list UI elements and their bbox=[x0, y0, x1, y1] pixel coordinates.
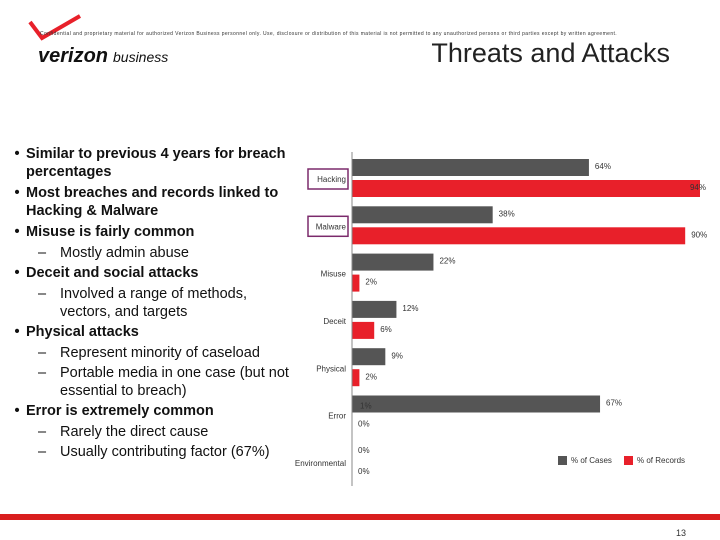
data-label: 6% bbox=[380, 325, 392, 334]
category-label: Deceit bbox=[323, 317, 346, 326]
data-label: 90% bbox=[691, 230, 707, 239]
sub-bullet: – Portable media in one case (but not ess… bbox=[38, 364, 298, 400]
bar bbox=[352, 300, 397, 318]
data-label: 9% bbox=[391, 351, 403, 360]
annotation: 1% bbox=[360, 402, 372, 411]
data-label: 94% bbox=[690, 183, 706, 192]
category-label: Physical bbox=[316, 364, 346, 373]
bullet-marker: • bbox=[14, 224, 20, 240]
data-label: 22% bbox=[439, 257, 455, 266]
sub-bullet-text: Mostly admin abuse bbox=[60, 245, 189, 261]
category-highlight bbox=[307, 215, 349, 238]
sub-bullet-marker: – bbox=[38, 345, 47, 361]
bullet-marker: • bbox=[14, 265, 20, 281]
bullet: • Similar to previous 4 years for breach … bbox=[8, 145, 298, 181]
bullet-text: Physical attacks bbox=[26, 324, 139, 340]
sub-bullet-text: Rarely the direct cause bbox=[60, 424, 209, 440]
bar bbox=[352, 159, 589, 176]
category-label: Environmental bbox=[295, 459, 346, 468]
sub-bullet: – Represent minority of caseload bbox=[38, 344, 298, 362]
bar bbox=[352, 348, 386, 366]
legend-label: % of Cases bbox=[571, 456, 612, 465]
category-highlight bbox=[307, 168, 349, 190]
logo: verizon business bbox=[28, 14, 168, 67]
page-number: 13 bbox=[676, 528, 687, 538]
slide-title: Threats and Attacks bbox=[431, 38, 670, 68]
bullet-text: Similar to previous 4 years for breach p… bbox=[26, 146, 286, 180]
bar bbox=[352, 253, 434, 271]
bar bbox=[352, 180, 700, 197]
category-label: Malware bbox=[316, 222, 347, 231]
bullet-text: Deceit and social attacks bbox=[26, 265, 199, 281]
bullet-marker: • bbox=[14, 185, 20, 201]
bullet-marker: • bbox=[14, 403, 20, 419]
bar bbox=[352, 206, 493, 224]
bullet: • Deceit and social attacks bbox=[8, 264, 298, 282]
sub-bullet-marker: – bbox=[38, 424, 47, 440]
data-label: 0% bbox=[358, 420, 370, 429]
bar bbox=[352, 395, 601, 413]
logo-check bbox=[28, 14, 82, 41]
sub-bullet-marker: – bbox=[38, 286, 47, 302]
sub-bullet: – Rarely the direct cause bbox=[38, 423, 298, 441]
sub-bullet: – Mostly admin abuse bbox=[38, 244, 298, 262]
category-label: Misuse bbox=[321, 270, 347, 279]
legend-swatch bbox=[624, 456, 633, 465]
bullet-text: Error is extremely common bbox=[26, 403, 214, 419]
data-label: 64% bbox=[595, 162, 611, 171]
bar bbox=[352, 321, 375, 339]
data-label: 67% bbox=[606, 399, 622, 408]
bar bbox=[352, 369, 360, 387]
footer-bar bbox=[0, 514, 720, 520]
logo-unit: business bbox=[113, 49, 168, 65]
logo-brand: verizon bbox=[38, 45, 108, 67]
bullet: • Error is extremely common bbox=[8, 402, 298, 420]
data-label: 2% bbox=[365, 278, 377, 287]
sub-bullet-marker: – bbox=[38, 444, 47, 460]
data-label: 2% bbox=[365, 372, 377, 381]
footer-text: Confidential and proprietary material fo… bbox=[40, 31, 618, 37]
sub-bullet-marker: – bbox=[38, 245, 47, 261]
bullet: • Most breaches and records linked to Hac… bbox=[8, 184, 298, 220]
bullet-text: Misuse is fairly common bbox=[26, 224, 195, 240]
data-label: 38% bbox=[499, 209, 515, 218]
sub-bullet-text: Involved a range of methods, vectors, an… bbox=[60, 286, 248, 320]
sub-bullet-text: Usually contributing factor (67%) bbox=[60, 444, 270, 460]
sub-bullet-text: Portable media in one case (but not esse… bbox=[60, 365, 289, 399]
footer bbox=[0, 500, 720, 540]
bullet-text: Most breaches and records linked to Hack… bbox=[26, 185, 279, 219]
bullet: • Misuse is fairly common bbox=[8, 223, 298, 241]
data-label: 0% bbox=[358, 446, 370, 455]
bar bbox=[352, 274, 360, 292]
chart: Hacking 64% 94% Malware 38% 90% Misuse 22% 2% Dec… bbox=[295, 152, 707, 486]
category-label: Error bbox=[328, 412, 346, 421]
bullet-marker: • bbox=[14, 324, 20, 340]
legend-swatch bbox=[558, 456, 567, 465]
bullet: • Physical attacks bbox=[8, 323, 298, 341]
bullet-list: • Similar to previous 4 years for breach … bbox=[8, 145, 298, 463]
sub-bullet: – Involved a range of methods, vectors, a… bbox=[38, 285, 298, 321]
category-label: Hacking bbox=[317, 175, 346, 184]
bar bbox=[352, 227, 686, 245]
sub-bullet-text: Represent minority of caseload bbox=[60, 345, 260, 361]
data-label: 12% bbox=[402, 304, 418, 313]
legend-label: % of Records bbox=[637, 456, 685, 465]
bullet-marker: • bbox=[14, 146, 20, 162]
sub-bullet-marker: – bbox=[38, 365, 47, 381]
sub-bullet: – Usually contributing factor (67%) bbox=[38, 443, 298, 461]
data-label: 0% bbox=[358, 467, 370, 476]
